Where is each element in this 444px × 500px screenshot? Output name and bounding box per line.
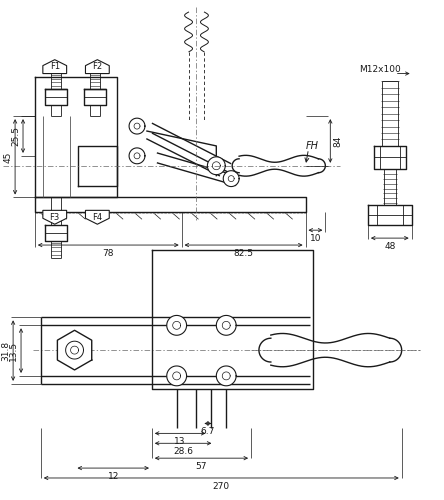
Text: 57: 57 (196, 462, 207, 471)
Text: F2: F2 (92, 62, 103, 71)
Text: 270: 270 (213, 482, 230, 491)
Text: 28.6: 28.6 (173, 448, 193, 456)
Polygon shape (85, 210, 109, 224)
Polygon shape (57, 330, 92, 370)
Polygon shape (216, 366, 236, 386)
Text: F3: F3 (50, 213, 60, 222)
Polygon shape (85, 60, 109, 74)
Polygon shape (223, 170, 239, 186)
Polygon shape (66, 341, 83, 359)
Polygon shape (129, 118, 145, 134)
Polygon shape (167, 316, 186, 335)
Polygon shape (129, 148, 145, 164)
Text: M12x100: M12x100 (359, 65, 401, 74)
Text: 78: 78 (103, 249, 114, 258)
Text: 45: 45 (3, 151, 12, 162)
Polygon shape (207, 157, 225, 174)
Text: 6.7: 6.7 (201, 428, 215, 436)
Text: FH: FH (305, 141, 318, 151)
Text: F1: F1 (50, 62, 60, 71)
Polygon shape (43, 210, 67, 224)
Text: 48: 48 (384, 242, 396, 251)
Text: 13.5: 13.5 (9, 340, 18, 360)
Text: 82.5: 82.5 (234, 249, 254, 258)
Text: F4: F4 (92, 213, 103, 222)
Text: 13: 13 (174, 438, 186, 446)
Text: 25.5: 25.5 (11, 126, 20, 146)
Text: 31.8: 31.8 (1, 340, 10, 360)
Polygon shape (167, 366, 186, 386)
Polygon shape (43, 60, 67, 74)
Text: 84: 84 (333, 136, 342, 146)
Text: 10: 10 (309, 234, 321, 243)
Polygon shape (216, 316, 236, 335)
Text: 12: 12 (107, 472, 119, 481)
